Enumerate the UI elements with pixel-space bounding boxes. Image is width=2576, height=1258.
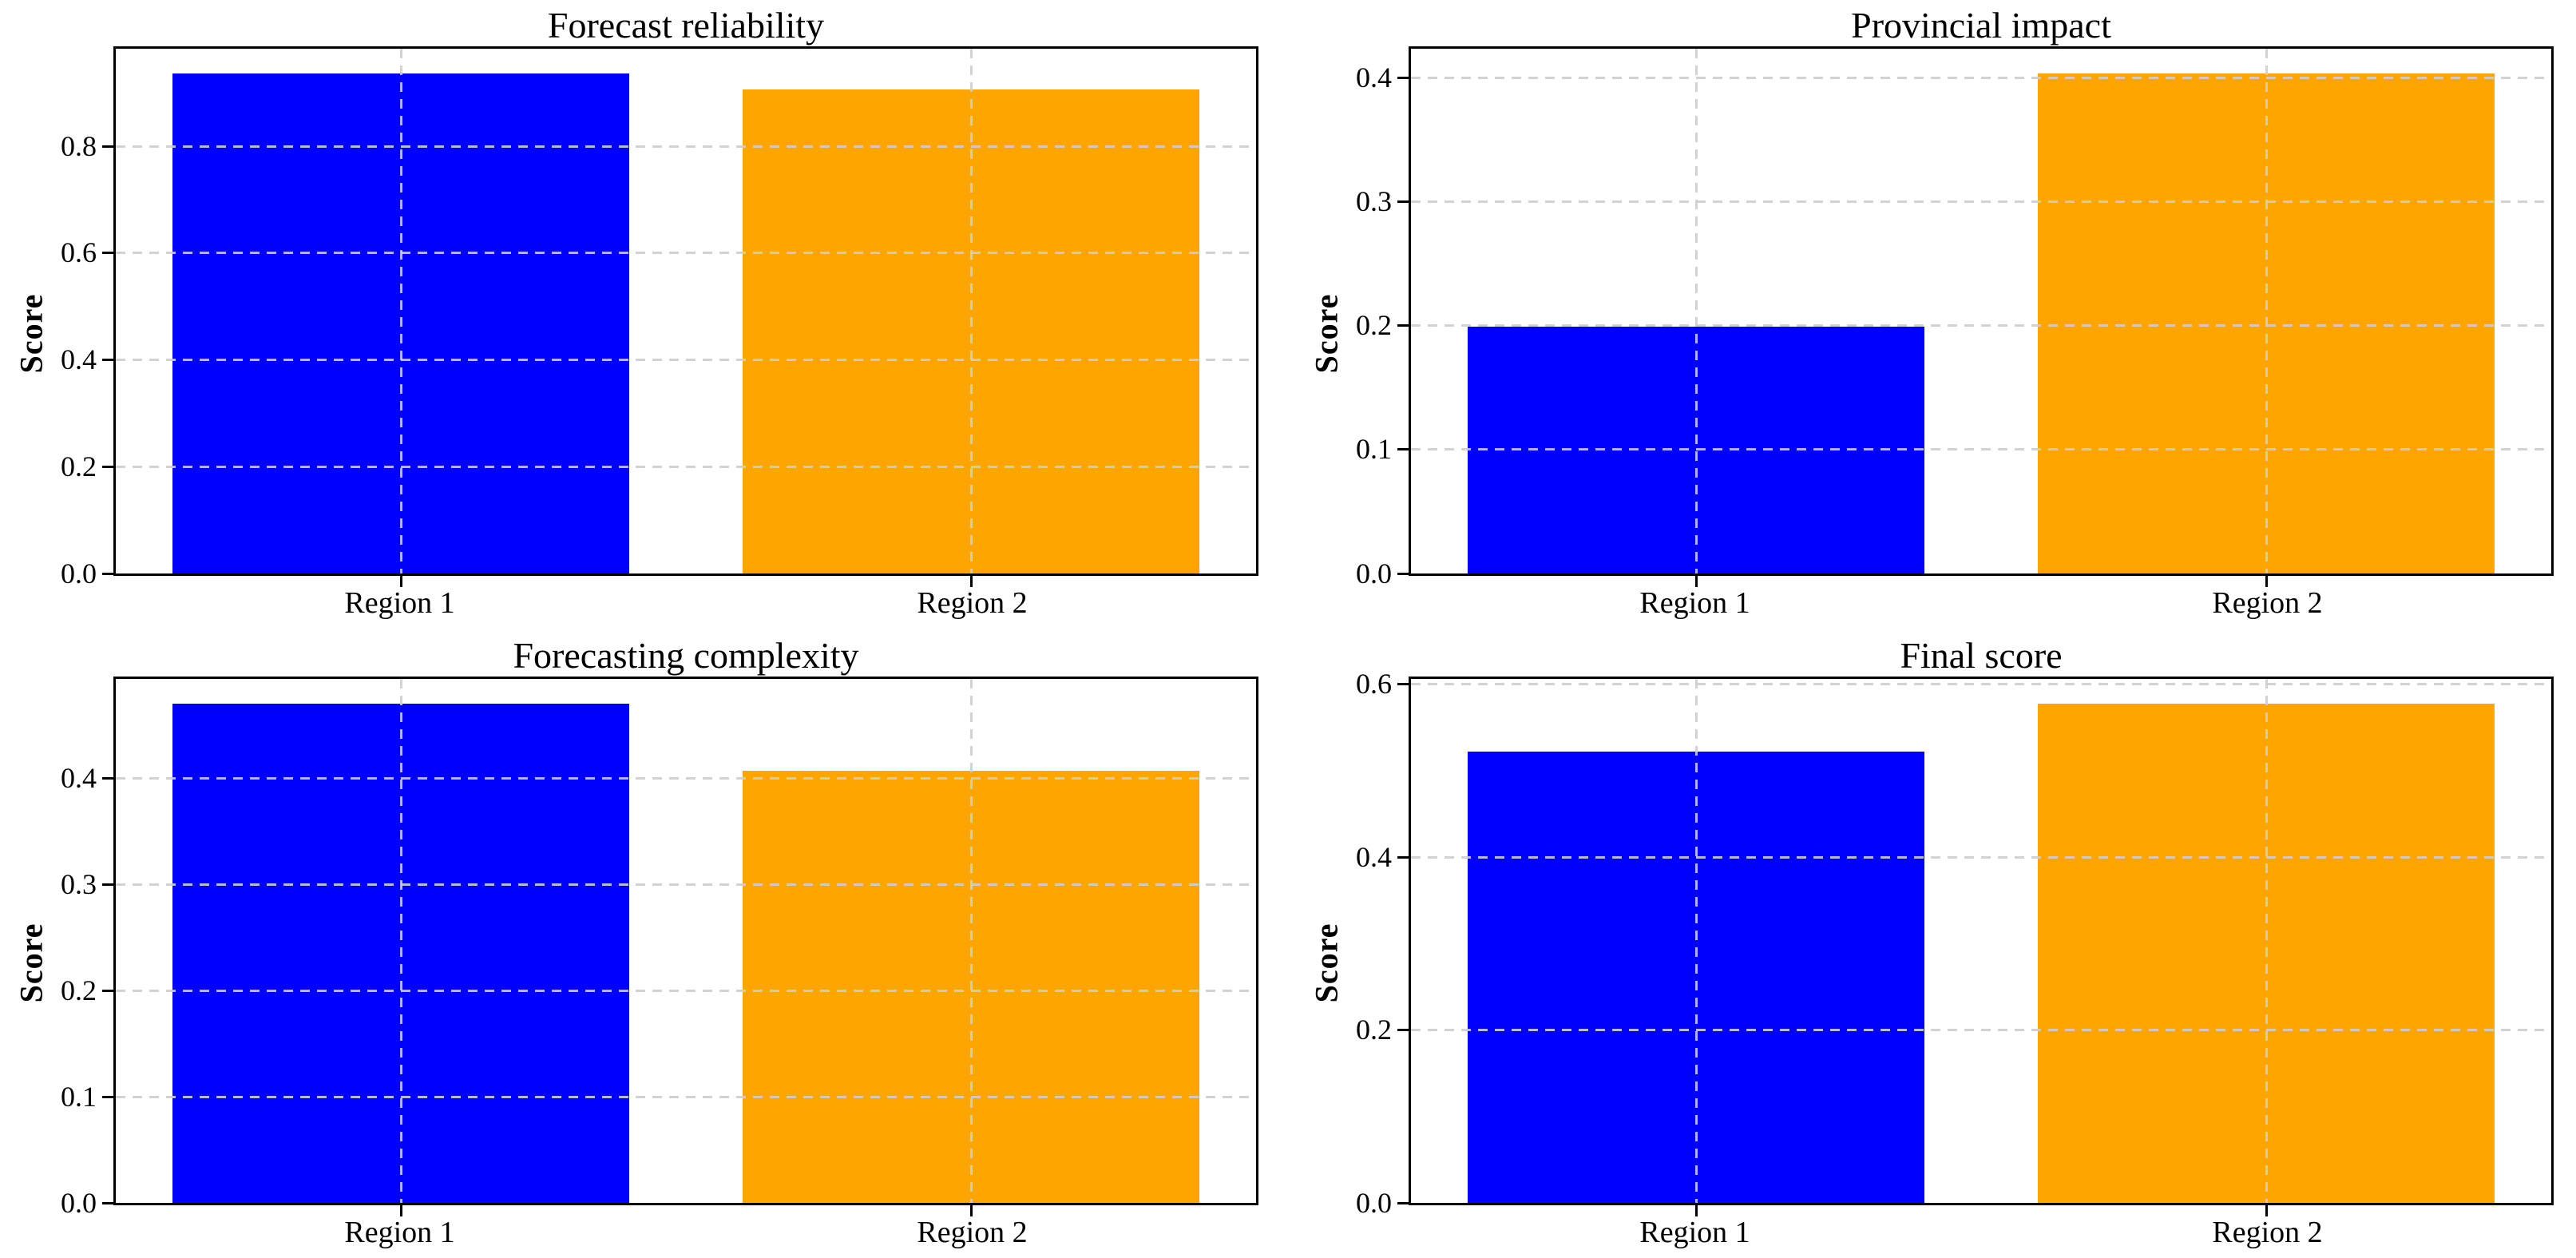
- y-tick-label: 0.2: [1356, 309, 1392, 342]
- x-tick-mark: [400, 575, 402, 587]
- y-tick-mark: [102, 359, 113, 362]
- y-axis-label: Score: [13, 923, 50, 1003]
- x-tick-mark: [970, 575, 973, 587]
- y-tick-label: 0.0: [61, 557, 97, 589]
- y-tick-label: 0.8: [61, 129, 97, 162]
- y-tick-label: 0.4: [61, 762, 97, 795]
- y-tick-mark: [1397, 572, 1409, 575]
- bar-region-2: [743, 89, 1199, 573]
- x-axis-labels: Region 1 Region 2: [113, 1205, 1258, 1250]
- x-tick-label: Region 1: [344, 585, 455, 620]
- y-tick-mark: [102, 1096, 113, 1099]
- plot-area: 0.0 0.1 0.2 0.3 0.4: [1356, 46, 2554, 588]
- y-tick-mark: [102, 145, 113, 148]
- y-tick-mark: [102, 252, 113, 255]
- x-tick-label: Region 1: [344, 1216, 455, 1249]
- y-axis-label-column: Score: [1306, 46, 1346, 621]
- x-tick-mark: [2265, 1205, 2268, 1216]
- y-tick-mark: [1397, 683, 1409, 685]
- y-tick-mark: [102, 572, 113, 575]
- x-tick-label: Region 2: [917, 1216, 1028, 1249]
- y-tick-label: 0.4: [1356, 61, 1392, 93]
- bar-region-2: [2038, 73, 2495, 573]
- y-tick-label: 0.1: [61, 1081, 97, 1113]
- x-axis-labels: Region 1 Region 2: [113, 576, 1258, 621]
- x-tick-mark: [1695, 575, 1698, 587]
- bar-region-2: [2038, 703, 2495, 1203]
- bar-region-1: [1468, 751, 1924, 1203]
- horizontal-gridline: [1411, 683, 2551, 685]
- plot-area: 0.0 0.1 0.2 0.3 0.4: [61, 676, 1258, 1217]
- x-tick-label: Region 2: [2212, 1216, 2323, 1249]
- chart-title: Forecasting complexity: [513, 634, 859, 676]
- x-tick-label: Region 2: [2212, 585, 2323, 620]
- chart-title: Provincial impact: [1851, 5, 2111, 46]
- bar-region-1: [1468, 326, 1924, 573]
- plot-area: 0.0 0.2 0.4 0.6: [1356, 669, 2554, 1217]
- y-tick-label: 0.0: [1356, 1187, 1392, 1219]
- y-tick-mark: [1397, 76, 1409, 79]
- chart-title: Forecast reliability: [547, 5, 825, 46]
- y-tick-mark: [102, 777, 113, 780]
- bar-region-1: [172, 704, 629, 1203]
- y-axis-label-column: Score: [11, 677, 51, 1251]
- chart-body: Score 0.0 0.2 0.4 0.6 Region 1 Region 2: [1306, 669, 2554, 1251]
- chart-forecast-reliability: Forecast reliability Score 0.0 0.2 0.4 0.6 0…: [11, 5, 1258, 621]
- y-axis-label: Score: [1308, 293, 1345, 374]
- y-tick-mark: [102, 465, 113, 468]
- y-tick-label: 0.4: [61, 343, 97, 376]
- bar-region-1: [172, 73, 629, 573]
- y-tick-mark: [1397, 200, 1409, 203]
- y-axis-label-column: Score: [11, 46, 51, 621]
- x-tick-mark: [1695, 1205, 1698, 1216]
- y-tick-label: 0.2: [1356, 1014, 1392, 1046]
- y-tick-label: 0.0: [1356, 557, 1392, 589]
- y-axis-label-column: Score: [1306, 677, 1346, 1251]
- y-tick-label: 0.6: [61, 236, 97, 269]
- y-axis-label: Score: [1308, 923, 1345, 1003]
- x-tick-mark: [2265, 575, 2268, 587]
- chart-body: Score 0.0 0.2 0.4 0.6 0.8 Region 1 Region 2: [11, 46, 1258, 621]
- plot-wrap: 0.0 0.2 0.4 0.6 Region 1 Region 2: [1346, 669, 2554, 1251]
- y-tick-mark: [1397, 1202, 1409, 1204]
- plot-wrap: 0.0 0.1 0.2 0.3 0.4 Region 1 Region 2: [51, 676, 1258, 1251]
- y-tick-label: 0.2: [61, 450, 97, 482]
- bar-region-2: [743, 771, 1199, 1203]
- chart-provincial-impact: Provincial impact Score 0.0 0.1 0.2 0.3 0.4 …: [1306, 5, 2554, 621]
- y-tick-mark: [1397, 1029, 1409, 1032]
- x-tick-mark: [970, 1205, 973, 1216]
- y-tick-mark: [1397, 448, 1409, 451]
- chart-body: Score 0.0 0.1 0.2 0.3 0.4 Region 1 Region 2: [11, 676, 1258, 1251]
- x-tick-label: Region 2: [917, 585, 1028, 620]
- x-tick-mark: [400, 1205, 402, 1216]
- y-tick-label: 0.6: [1356, 668, 1392, 700]
- plot-area: 0.0 0.2 0.4 0.6 0.8: [61, 46, 1258, 588]
- y-tick-label: 0.2: [61, 974, 97, 1007]
- y-tick-mark: [1397, 324, 1409, 327]
- chart-title: Final score: [1900, 634, 2063, 676]
- y-axis-label: Score: [13, 293, 50, 374]
- y-tick-label: 0.0: [61, 1187, 97, 1219]
- y-tick-mark: [102, 1202, 113, 1204]
- chart-forecasting-complexity: Forecasting complexity Score 0.0 0.1 0.2 0.…: [11, 635, 1258, 1251]
- plot-wrap: 0.0 0.1 0.2 0.3 0.4 Region 1 Region 2: [1346, 46, 2554, 621]
- plot-wrap: 0.0 0.2 0.4 0.6 0.8 Region 1 Region 2: [51, 46, 1258, 621]
- y-tick-label: 0.3: [1356, 185, 1392, 217]
- y-tick-mark: [1397, 855, 1409, 859]
- x-axis-labels: Region 1 Region 2: [1409, 1205, 2554, 1250]
- y-tick-mark: [102, 990, 113, 993]
- y-tick-mark: [102, 883, 113, 887]
- y-tick-label: 0.4: [1356, 840, 1392, 873]
- x-tick-label: Region 1: [1639, 1216, 1750, 1249]
- y-tick-label: 0.1: [1356, 433, 1392, 466]
- x-axis-labels: Region 1 Region 2: [1409, 576, 2554, 621]
- y-tick-label: 0.3: [61, 868, 97, 901]
- chart-body: Score 0.0 0.1 0.2 0.3 0.4 Region 1 Region 2: [1306, 46, 2554, 621]
- x-tick-label: Region 1: [1639, 585, 1750, 620]
